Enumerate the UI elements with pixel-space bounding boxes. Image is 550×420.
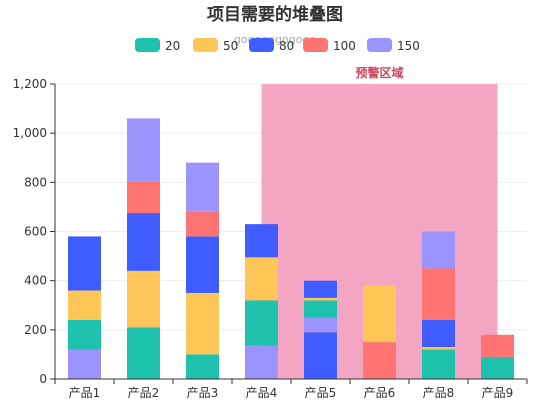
bar-segment-150[interactable] — [127, 118, 160, 182]
bar-segment-50[interactable] — [186, 292, 219, 355]
legend-swatch — [249, 38, 274, 52]
y-tick-label: 600 — [24, 225, 47, 239]
bar-segment-50[interactable] — [245, 257, 278, 301]
bar-segment-20[interactable] — [186, 354, 219, 379]
legend-swatch — [135, 38, 160, 52]
x-tick-label: 产品9 — [482, 386, 514, 400]
y-tick-label: 0 — [39, 372, 47, 386]
bar-segment-80[interactable] — [68, 236, 101, 291]
bar-segment-80[interactable] — [422, 320, 455, 348]
y-tick-label: 1,000 — [13, 126, 47, 140]
x-tick-label: 产品3 — [187, 386, 219, 400]
chart-title: 项目需要的堆叠图 — [207, 4, 343, 25]
chart-axes: 0 200 400 600 800 1,000 1,200 产品1 产品2 产品3 产品4 产品5 产品… — [13, 77, 528, 400]
y-tick-label: 400 — [24, 274, 47, 288]
bar-segment-150[interactable] — [68, 349, 101, 380]
bar-segment-100[interactable] — [363, 342, 396, 379]
legend-item-150[interactable]: 150 — [367, 38, 420, 53]
bar-segment-50[interactable] — [304, 297, 337, 301]
bar-segment-100[interactable] — [422, 268, 455, 320]
bar-segment-80[interactable] — [186, 236, 219, 293]
legend-label: 20 — [165, 39, 180, 53]
mark-area-label: 预警区域 — [355, 65, 403, 80]
y-tick-label: 1,200 — [13, 77, 47, 91]
bar-segment-20[interactable] — [68, 320, 101, 350]
bar-segment-80[interactable] — [304, 280, 337, 298]
x-tick-label: 产品1 — [69, 386, 101, 400]
bar-segment-50[interactable] — [422, 347, 455, 350]
legend-swatch — [367, 38, 392, 52]
bar-segment-150[interactable] — [245, 345, 278, 379]
legend-item-20[interactable]: 20 — [135, 38, 180, 53]
x-tick-label: 产品4 — [246, 386, 278, 400]
bar-segment-80[interactable] — [245, 224, 278, 258]
legend-item-50[interactable]: 50 — [193, 38, 238, 53]
bar-segment-20[interactable] — [304, 300, 337, 318]
bar-segment-150[interactable] — [422, 231, 455, 269]
x-tick-label: 产品5 — [305, 386, 337, 400]
legend-item-100[interactable]: 100 — [303, 38, 356, 53]
bar-segment-80[interactable] — [127, 213, 160, 271]
bar-segment-20[interactable] — [127, 327, 160, 379]
bar-segment-100[interactable] — [481, 334, 514, 357]
x-tick-label: 产品8 — [423, 386, 455, 400]
chart-legend[interactable]: 20 50 80 100 150 — [135, 38, 420, 53]
bar-segment-50[interactable] — [363, 285, 396, 343]
bar-segment-100[interactable] — [186, 211, 219, 237]
legend-label: 100 — [333, 39, 356, 53]
legend-swatch — [193, 38, 218, 52]
bar-segment-150[interactable] — [186, 162, 219, 212]
bar-segment-50[interactable] — [127, 270, 160, 328]
bar-segment-20[interactable] — [481, 356, 514, 379]
bar-segment-100[interactable] — [127, 181, 160, 214]
bar-segment-50[interactable] — [68, 290, 101, 321]
y-tick-label: 800 — [24, 175, 47, 189]
legend-label: 50 — [223, 39, 238, 53]
y-tick-label: 200 — [24, 323, 47, 337]
legend-label: 80 — [279, 39, 294, 53]
x-tick-label: 产品6 — [364, 386, 396, 400]
legend-swatch — [303, 38, 328, 52]
bar-segment-80[interactable] — [304, 332, 337, 379]
legend-label: 150 — [397, 39, 420, 53]
bar-series[interactable] — [68, 118, 514, 379]
bar-segment-150[interactable] — [304, 317, 337, 333]
x-tick-label: 产品2 — [128, 386, 160, 400]
legend-item-80[interactable]: 80 — [249, 38, 294, 53]
bar-segment-20[interactable] — [422, 349, 455, 380]
bar-segment-20[interactable] — [245, 300, 278, 346]
